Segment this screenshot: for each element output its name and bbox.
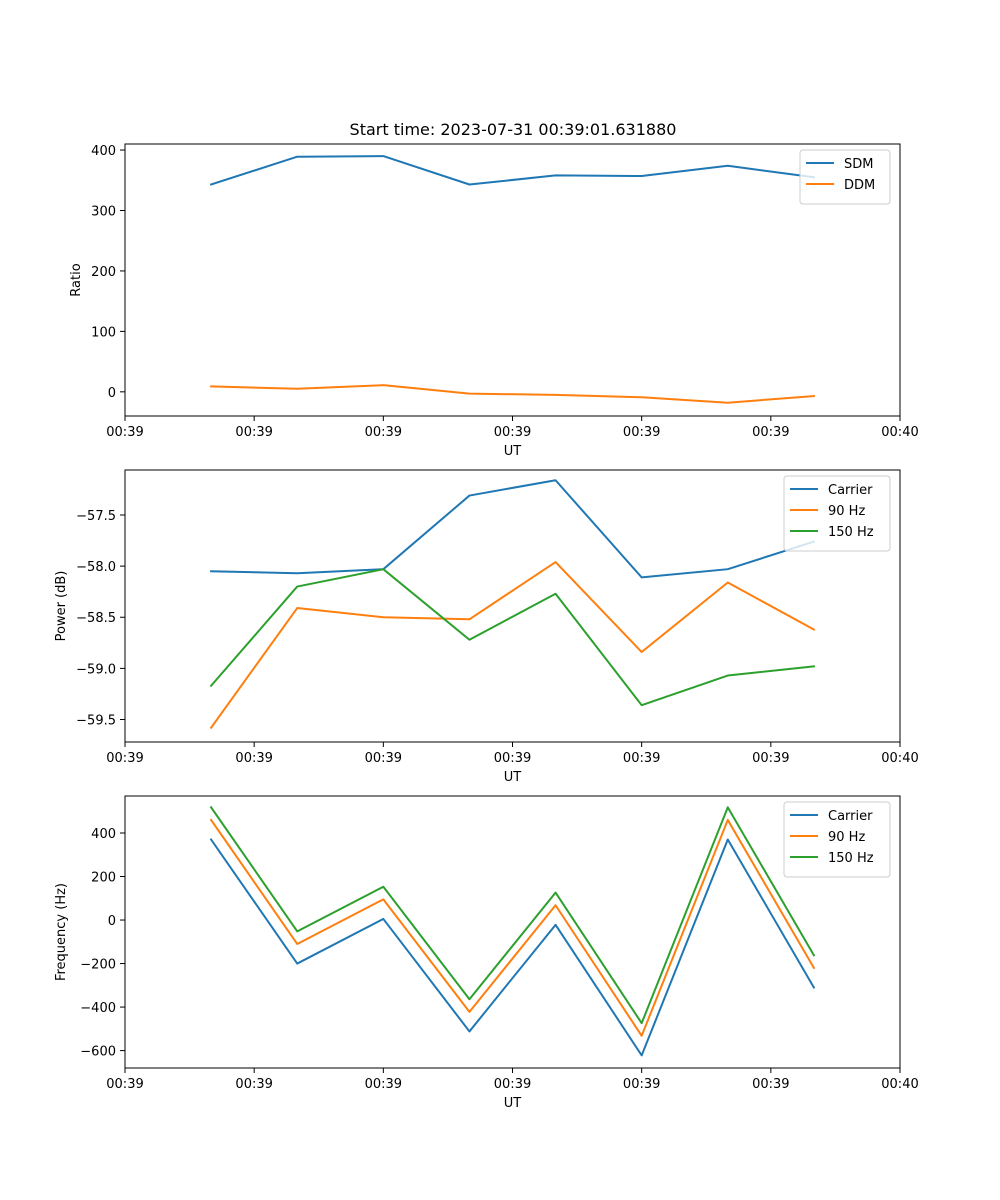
ratio-legend: SDM DDM	[799, 149, 891, 205]
ratio-legend-label-sdm: SDM	[844, 157, 873, 172]
frequency-x-tick-label: 00:39	[752, 1077, 789, 1092]
power-legend-label-150-hz: 150 Hz	[828, 525, 874, 540]
frequency-legend-box	[783, 801, 891, 878]
frequency-legend-label-150-hz: 150 Hz	[828, 851, 874, 866]
power-x-tick-label: 00:39	[235, 751, 272, 766]
frequency-y-tick-label: 0	[108, 914, 116, 929]
ratio-series-line-ddm	[210, 384, 815, 404]
ratio-y-tick-label: 100	[91, 325, 116, 340]
power-x-axis-label: UT	[504, 770, 522, 785]
ratio-y-axis-label: Ratio	[69, 263, 84, 296]
ratio-x-tick-label: 00:39	[623, 425, 660, 440]
plots-container: 00:39 00:39 00:39 00:39 00:39 00:39 00:40 0 100 2…	[54, 143, 919, 1111]
ratio-y-tick-label: 0	[108, 386, 116, 401]
power-y-tick-label: −59.5	[76, 714, 116, 729]
power-y-tick-label: −58.0	[76, 560, 116, 575]
frequency-y-tick-label: −600	[80, 1045, 116, 1060]
power-y-tick-label: −58.5	[76, 611, 116, 626]
power-x-tick-label: 00:39	[106, 751, 143, 766]
figure-title: Start time: 2023-07-31 00:39:01.631880	[350, 120, 677, 139]
ratio-x-tick-label: 00:39	[494, 425, 531, 440]
frequency-y-tick-label: 400	[91, 827, 116, 842]
ratio-y-tick-label: 300	[91, 204, 116, 219]
frequency-x-tick-label: 00:39	[623, 1077, 660, 1092]
frequency-legend-label-carrier: Carrier	[828, 809, 873, 824]
frequency-y-axis-label: Frequency (Hz)	[54, 883, 69, 981]
ratio-y-tick-label: 200	[91, 265, 116, 280]
power-x-tick-label: 00:39	[623, 751, 660, 766]
ratio-legend-label-ddm: DDM	[844, 178, 875, 193]
ratio-x-tick-label: 00:40	[881, 425, 918, 440]
power-y-tick-label: −59.0	[76, 662, 116, 677]
power-x-tick-label: 00:39	[494, 751, 531, 766]
ratio-x-tick-label: 00:39	[106, 425, 143, 440]
frequency-legend: Carrier 90 Hz 150 Hz	[783, 801, 891, 878]
ratio-x-tick-label: 00:39	[752, 425, 789, 440]
frequency-series-line-150-hz	[209, 805, 816, 1025]
ratio-x-tick-label: 00:39	[365, 425, 402, 440]
frequency-y-tick-label: −400	[80, 1001, 116, 1016]
power-x-tick-label: 00:39	[365, 751, 402, 766]
ratio-y-tick-label: 400	[91, 144, 116, 159]
ratio-x-tick-label: 00:39	[235, 425, 272, 440]
power-legend-box	[783, 475, 891, 552]
frequency-x-tick-label: 00:39	[106, 1077, 143, 1092]
power-legend-label-90-hz: 90 Hz	[828, 504, 865, 519]
frequency-y-tick-label: 200	[91, 871, 116, 886]
frequency-y-tick-label: −200	[80, 958, 116, 973]
frequency-legend-label-90-hz: 90 Hz	[828, 830, 865, 845]
frequency-series-line-90-hz	[209, 818, 816, 1037]
frequency-x-tick-label: 00:39	[365, 1077, 402, 1092]
power-series-line-150-hz	[209, 568, 815, 707]
ratio-series-line-sdm	[209, 155, 816, 186]
frequency-chart: 00:39 00:39 00:39 00:39 00:39 00:39 00:40 −600 −…	[54, 795, 919, 1111]
power-x-tick-label: 00:39	[752, 751, 789, 766]
frequency-series-line-carrier	[209, 838, 816, 1057]
power-x-tick-label: 00:40	[881, 751, 918, 766]
frequency-x-tick-label: 00:40	[881, 1077, 918, 1092]
power-legend: Carrier 90 Hz 150 Hz	[783, 475, 891, 552]
power-series-line-carrier	[210, 479, 816, 579]
frequency-x-tick-label: 00:39	[494, 1077, 531, 1092]
power-y-axis-label: Power (dB)	[54, 571, 69, 642]
power-series-line-90-hz	[209, 561, 816, 730]
power-legend-label-carrier: Carrier	[828, 483, 873, 498]
frequency-x-axis-label: UT	[504, 1096, 522, 1111]
ratio-chart: 00:39 00:39 00:39 00:39 00:39 00:39 00:40 0 100 2…	[69, 143, 919, 459]
power-y-tick-label: −57.5	[76, 509, 116, 524]
power-chart: 00:39 00:39 00:39 00:39 00:39 00:39 00:40 −59.5…	[54, 469, 919, 785]
frequency-x-tick-label: 00:39	[235, 1077, 272, 1092]
ratio-x-axis-label: UT	[504, 444, 522, 459]
